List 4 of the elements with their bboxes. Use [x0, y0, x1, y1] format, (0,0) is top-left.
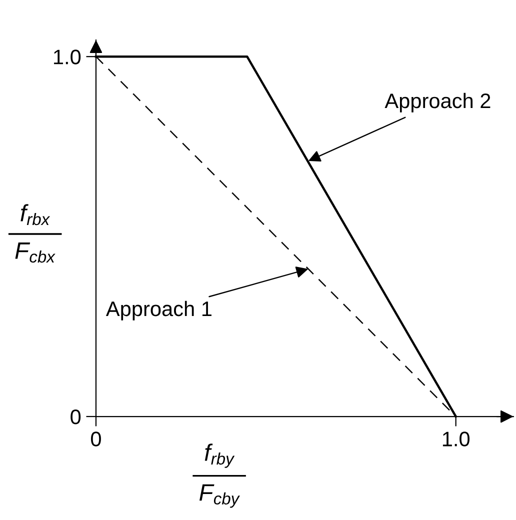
x-axis-title: f$_{rby}$ F$_{cby}$ — [199, 444, 240, 508]
y-axis-title: f$_{rbx}$ F$_{cbx}$ — [15, 204, 56, 263]
annotation: Approach 1 — [106, 300, 212, 320]
annotation: Approach 2 — [384, 92, 490, 112]
